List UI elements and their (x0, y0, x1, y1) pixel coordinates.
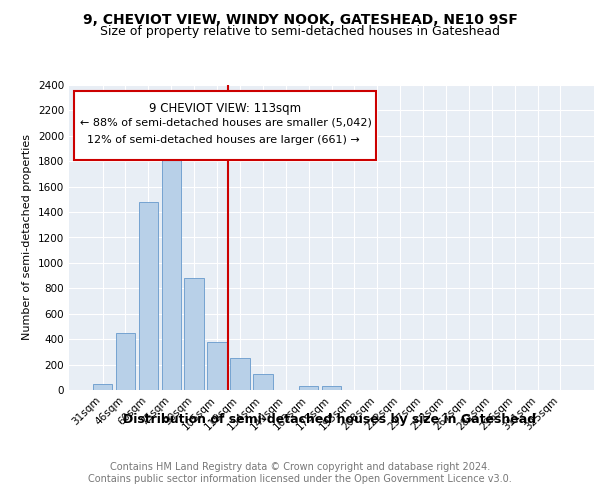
Bar (230, 358, 250, 390)
Bar (299, 386, 319, 390)
Text: Size of property relative to semi-detached houses in Gateshead: Size of property relative to semi-detach… (100, 25, 500, 38)
Text: 9 CHEVIOT VIEW: 113sqm: 9 CHEVIOT VIEW: 113sqm (149, 102, 301, 115)
Y-axis label: Number of semi-detached properties: Number of semi-detached properties (22, 134, 32, 340)
Text: Contains HM Land Registry data © Crown copyright and database right 2024.
Contai: Contains HM Land Registry data © Crown c… (88, 462, 512, 484)
Text: 12% of semi-detached houses are larger (661) →: 12% of semi-detached houses are larger (… (79, 136, 359, 145)
Text: 9, CHEVIOT VIEW, WINDY NOOK, GATESHEAD, NE10 9SF: 9, CHEVIOT VIEW, WINDY NOOK, GATESHEAD, … (83, 12, 517, 26)
Bar (184, 278, 204, 390)
Bar (253, 374, 272, 390)
FancyBboxPatch shape (74, 91, 376, 160)
Bar (116, 333, 135, 390)
Bar (322, 386, 341, 390)
Bar (208, 342, 227, 390)
Bar (139, 202, 158, 390)
Text: ← 88% of semi-detached houses are smaller (5,042): ← 88% of semi-detached houses are smalle… (79, 117, 371, 127)
Bar (161, 136, 181, 390)
Text: Distribution of semi-detached houses by size in Gateshead: Distribution of semi-detached houses by … (124, 412, 536, 426)
Bar (93, 384, 112, 390)
